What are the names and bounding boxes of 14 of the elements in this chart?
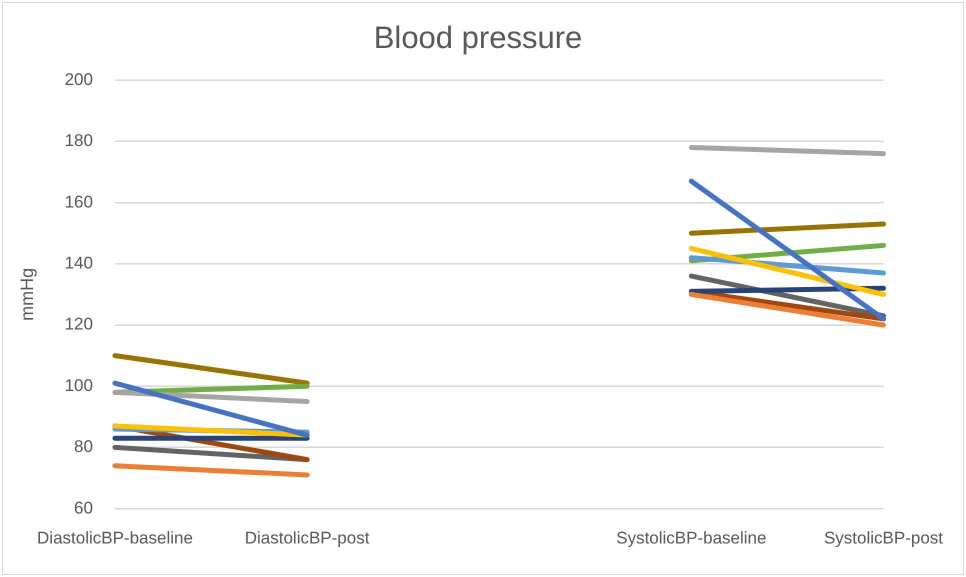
y-tick-label: 160 bbox=[64, 192, 93, 212]
y-tick-label: 100 bbox=[64, 376, 93, 395]
y-tick-label: 180 bbox=[64, 131, 93, 150]
x-tick-label: SystolicBP-baseline bbox=[616, 528, 766, 548]
y-axis-title: mmHg bbox=[16, 268, 37, 321]
y-tick-label: 140 bbox=[64, 253, 93, 272]
y-tick-label: 200 bbox=[64, 70, 93, 89]
y-tick-label: 120 bbox=[64, 314, 93, 334]
x-tick-label: DiastolicBP-post bbox=[244, 528, 370, 548]
y-tick-label: 80 bbox=[74, 437, 93, 456]
y-tick-label: 60 bbox=[74, 498, 93, 518]
x-tick-label: DiastolicBP-baseline bbox=[37, 528, 193, 548]
x-tick-label: SystolicBP-post bbox=[824, 528, 944, 548]
chart-title: Blood pressure bbox=[374, 20, 582, 56]
